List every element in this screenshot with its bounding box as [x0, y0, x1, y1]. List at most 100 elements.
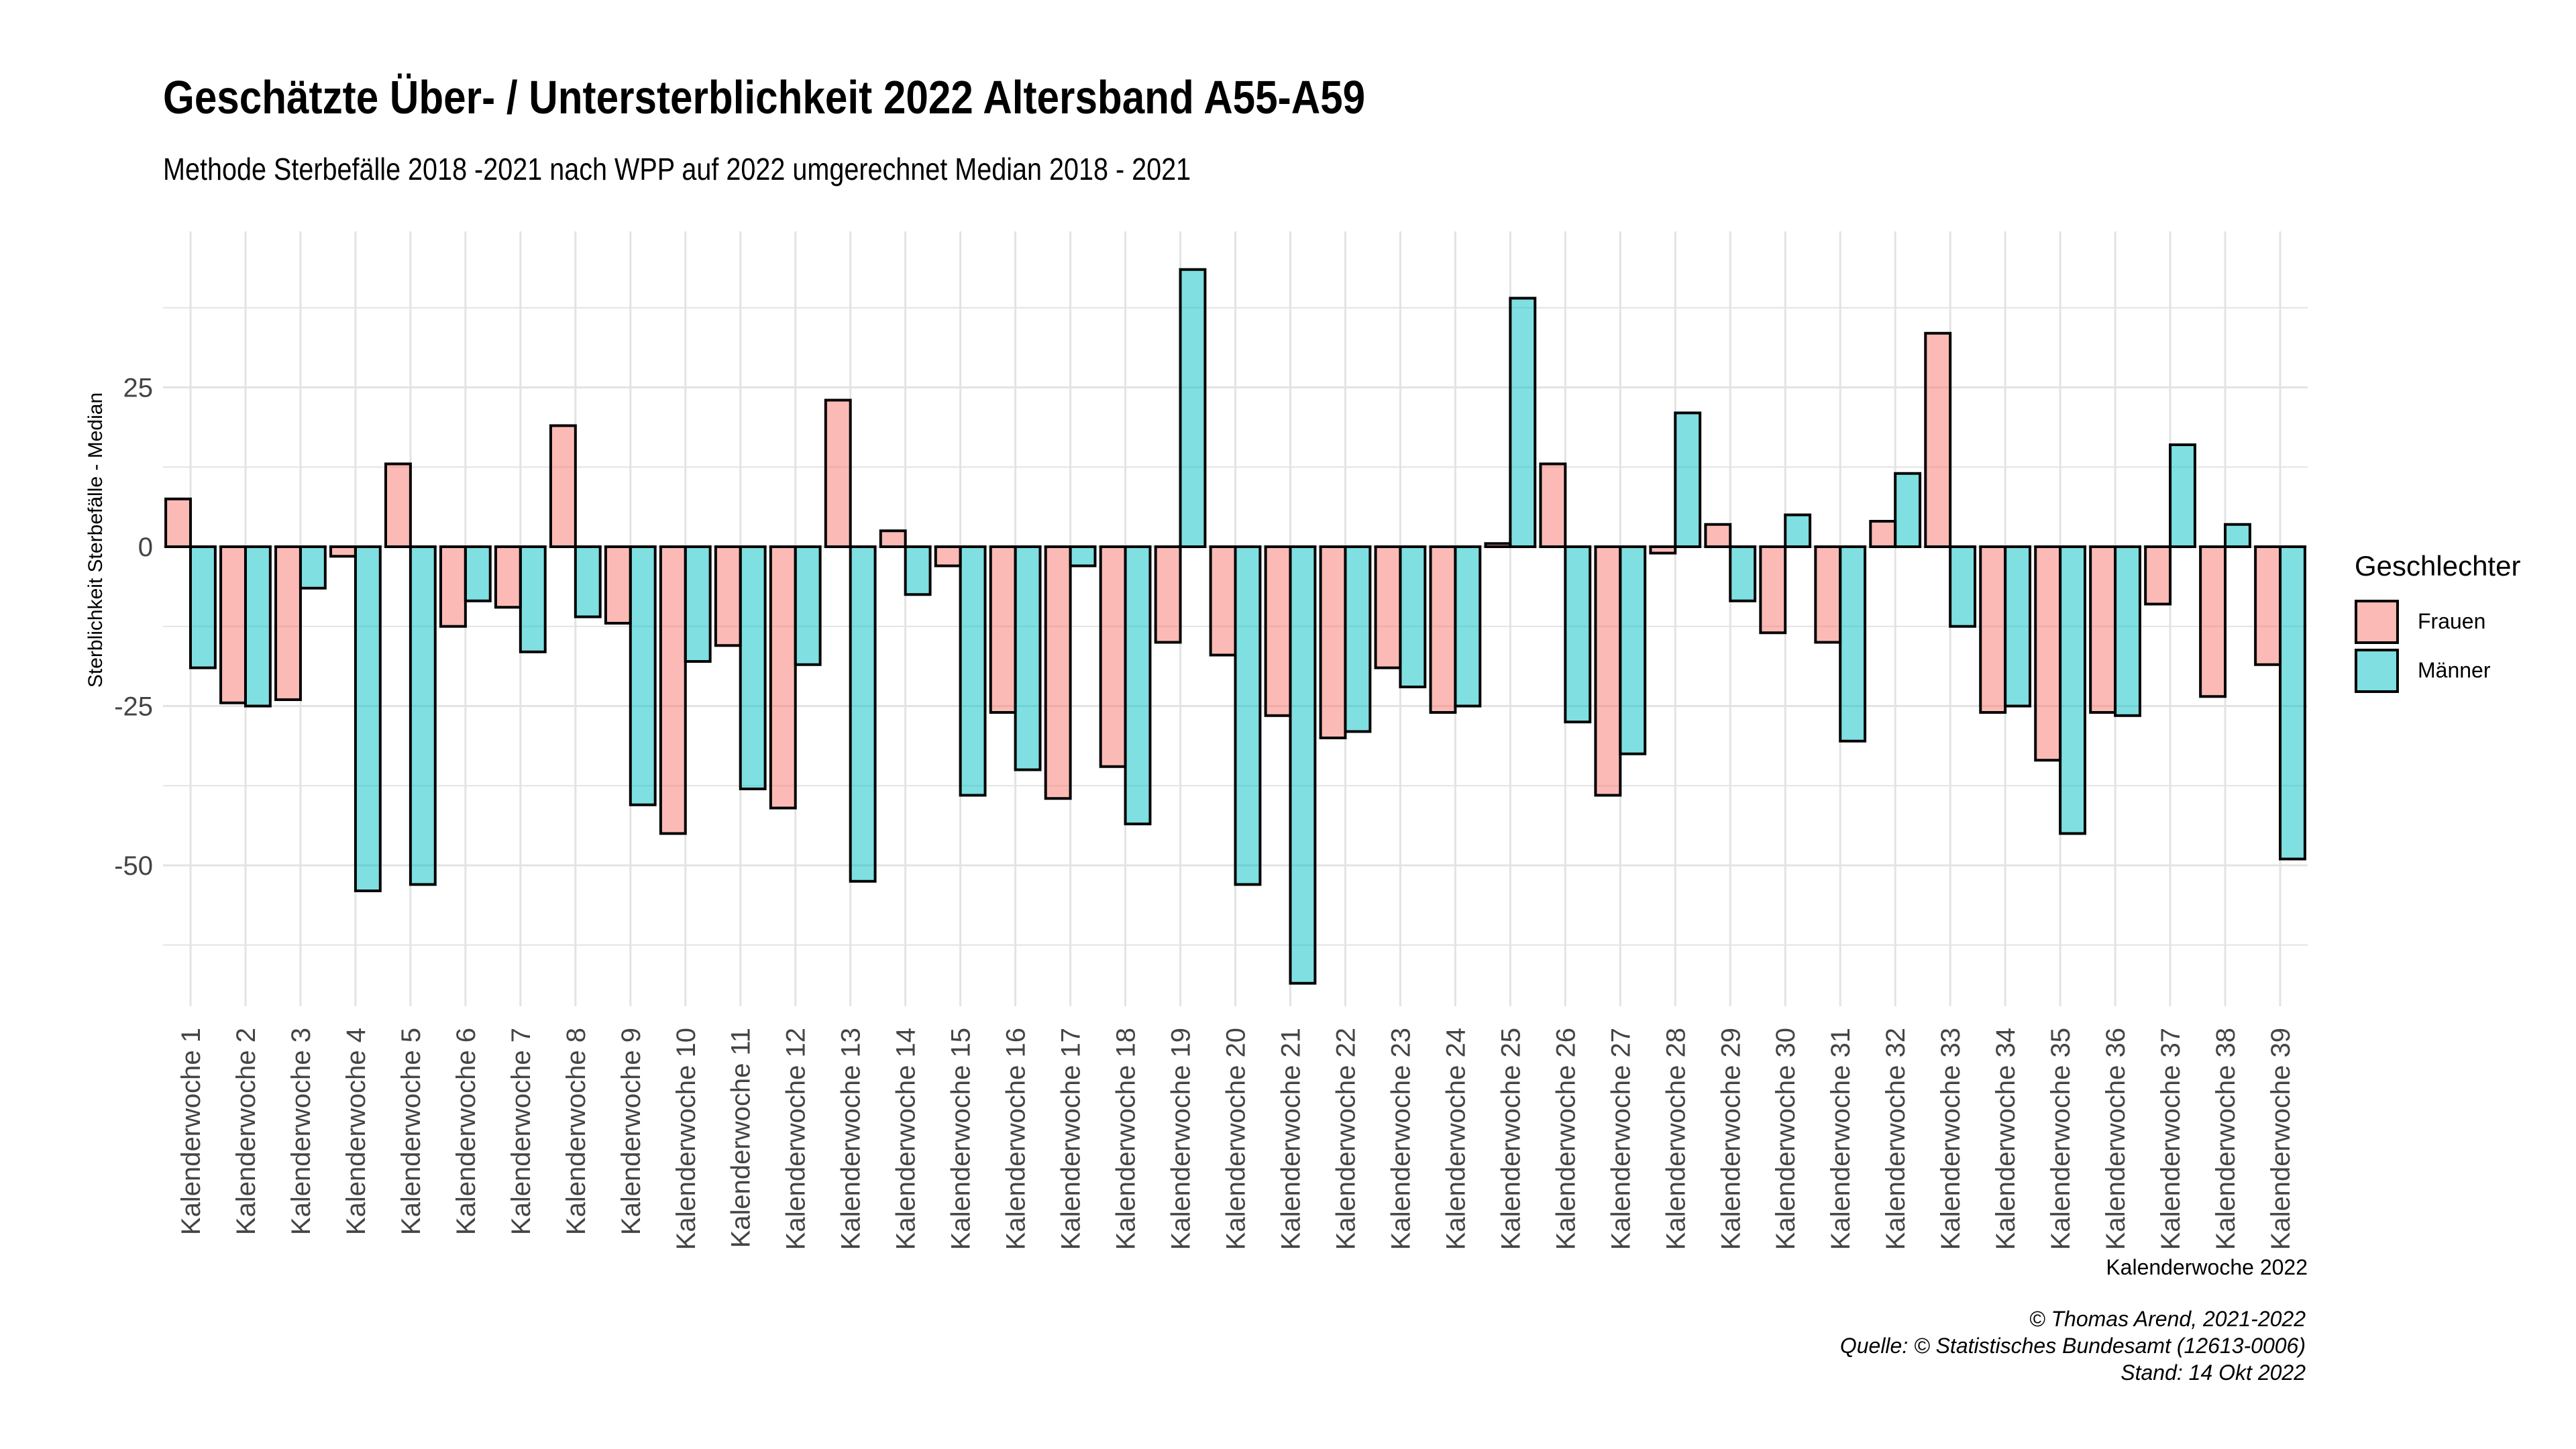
bar-maenner-22	[1344, 545, 1372, 733]
bar-maenner-34	[2004, 545, 2032, 708]
bar-maenner-29	[1729, 545, 1757, 602]
x-tick-label: Kalenderwoche 23	[1386, 1028, 1415, 1250]
bar-maenner-14	[904, 545, 932, 596]
x-tick-label: Kalenderwoche 21	[1276, 1028, 1305, 1250]
x-tick-label: Kalenderwoche 29	[1716, 1028, 1746, 1250]
x-tick-label: Kalenderwoche 36	[2101, 1028, 2131, 1250]
bar-frauen-29	[1704, 523, 1732, 548]
bar-frauen-4	[329, 545, 357, 558]
bar-frauen-26	[1539, 462, 1567, 548]
bar-frauen-28	[1649, 545, 1677, 555]
legend-swatch-maenner	[2355, 648, 2399, 693]
bar-maenner-19	[1179, 268, 1207, 548]
x-tick-label: Kalenderwoche 38	[2211, 1028, 2241, 1250]
caption-author: © Thomas Arend, 2021-2022	[2029, 1307, 2306, 1331]
y-tick-label: 25	[123, 374, 154, 403]
x-tick-label: Kalenderwoche 22	[1331, 1028, 1360, 1250]
bar-maenner-39	[2279, 545, 2306, 861]
x-tick-label: Kalenderwoche 30	[1771, 1028, 1801, 1250]
bar-frauen-24	[1429, 545, 1457, 714]
bar-maenner-26	[1564, 545, 1592, 724]
bar-maenner-25	[1509, 297, 1537, 548]
bar-frauen-27	[1594, 545, 1622, 797]
bar-maenner-9	[629, 545, 657, 806]
x-tick-label: Kalenderwoche 28	[1661, 1028, 1690, 1250]
bar-frauen-18	[1099, 545, 1127, 768]
bar-frauen-6	[439, 545, 467, 628]
bar-maenner-6	[464, 545, 492, 602]
bar-maenner-12	[794, 545, 822, 666]
bar-frauen-1	[164, 497, 192, 548]
bar-frauen-16	[989, 545, 1017, 714]
bar-maenner-5	[409, 545, 437, 886]
x-tick-label: Kalenderwoche 32	[1881, 1028, 1911, 1250]
chart-subtitle: Methode Sterbefälle 2018 -2021 nach WPP …	[163, 152, 1191, 186]
x-tick-label: Kalenderwoche 5	[396, 1028, 426, 1235]
bar-maenner-8	[574, 545, 602, 619]
bar-frauen-25	[1484, 542, 1512, 548]
bar-maenner-16	[1014, 545, 1042, 771]
legend-title: Geschlechter	[2355, 550, 2521, 582]
bar-frauen-12	[769, 545, 797, 810]
x-tick-label: Kalenderwoche 1	[176, 1028, 206, 1235]
bar-frauen-3	[274, 545, 302, 701]
bar-maenner-23	[1399, 545, 1427, 688]
bar-frauen-37	[2144, 545, 2172, 606]
x-tick-label: Kalenderwoche 7	[506, 1028, 536, 1235]
x-tick-label: Kalenderwoche 39	[2266, 1028, 2296, 1250]
axes: -50 -25 0 25 Kalenderwoche 1 Kalenderwoche 2 K…	[114, 374, 2296, 1250]
bar-frauen-7	[494, 545, 522, 609]
x-tick-label: Kalenderwoche 12	[782, 1028, 811, 1250]
bar-frauen-19	[1154, 545, 1182, 644]
x-tick-label: Kalenderwoche 34	[1991, 1028, 2021, 1250]
x-tick-label: Kalenderwoche 13	[837, 1028, 866, 1250]
bar-frauen-15	[934, 545, 962, 568]
bar-maenner-13	[849, 545, 877, 883]
x-tick-label: Kalenderwoche 6	[451, 1028, 481, 1235]
x-tick-label: Kalenderwoche 35	[2046, 1028, 2076, 1250]
legend: Geschlechter Frauen Männer	[2355, 550, 2520, 695]
x-tick-label: Kalenderwoche 18	[1112, 1028, 1141, 1250]
x-tick-label: Kalenderwoche 37	[2156, 1028, 2186, 1250]
legend-swatch-frauen	[2355, 599, 2399, 644]
caption-date: Stand: 14 Okt 2022	[2121, 1360, 2306, 1385]
bar-frauen-23	[1374, 545, 1402, 669]
y-tick-label: -50	[114, 851, 153, 881]
bar-frauen-38	[2199, 545, 2227, 698]
bar-maenner-7	[519, 545, 547, 653]
bar-frauen-35	[2034, 545, 2062, 762]
legend-label-maenner: Männer	[2418, 658, 2491, 682]
x-tick-label: Kalenderwoche 15	[947, 1028, 976, 1250]
bar-maenner-24	[1454, 545, 1482, 708]
bar-frauen-14	[879, 529, 907, 548]
x-tick-label: Kalenderwoche 10	[672, 1028, 701, 1250]
x-tick-label: Kalenderwoche 2	[231, 1028, 261, 1235]
bar-maenner-35	[2059, 545, 2087, 835]
bar-maenner-17	[1069, 545, 1097, 568]
bar-frauen-34	[1979, 545, 2007, 714]
x-tick-label: Kalenderwoche 8	[561, 1028, 591, 1235]
caption-source: Quelle: © Statistisches Bundesamt (12613…	[1839, 1334, 2306, 1358]
bar-frauen-13	[824, 398, 852, 548]
bar-frauen-39	[2254, 545, 2282, 666]
bar-frauen-30	[1759, 545, 1787, 635]
bar-frauen-2	[219, 545, 247, 704]
y-axis-label: Sterblichkeit Sterbefälle - Median	[85, 392, 107, 688]
x-tick-label: Kalenderwoche 14	[892, 1028, 921, 1250]
bar-frauen-36	[2089, 545, 2117, 714]
bar-frauen-5	[384, 462, 412, 548]
bar-frauen-9	[604, 545, 632, 625]
legend-label-frauen: Frauen	[2418, 609, 2486, 633]
bar-maenner-37	[2169, 443, 2196, 548]
bar-frauen-22	[1319, 545, 1347, 739]
y-tick-label: -25	[114, 692, 153, 722]
bar-frauen-20	[1209, 545, 1237, 657]
bar-maenner-3	[299, 545, 327, 590]
x-tick-label: Kalenderwoche 11	[727, 1028, 756, 1248]
legend-item-maenner: Männer	[2355, 646, 2520, 695]
y-tick-label: 0	[138, 533, 153, 562]
bar-frauen-21	[1264, 545, 1292, 717]
x-tick-label: Kalenderwoche 27	[1606, 1028, 1635, 1250]
bars	[164, 268, 2306, 985]
